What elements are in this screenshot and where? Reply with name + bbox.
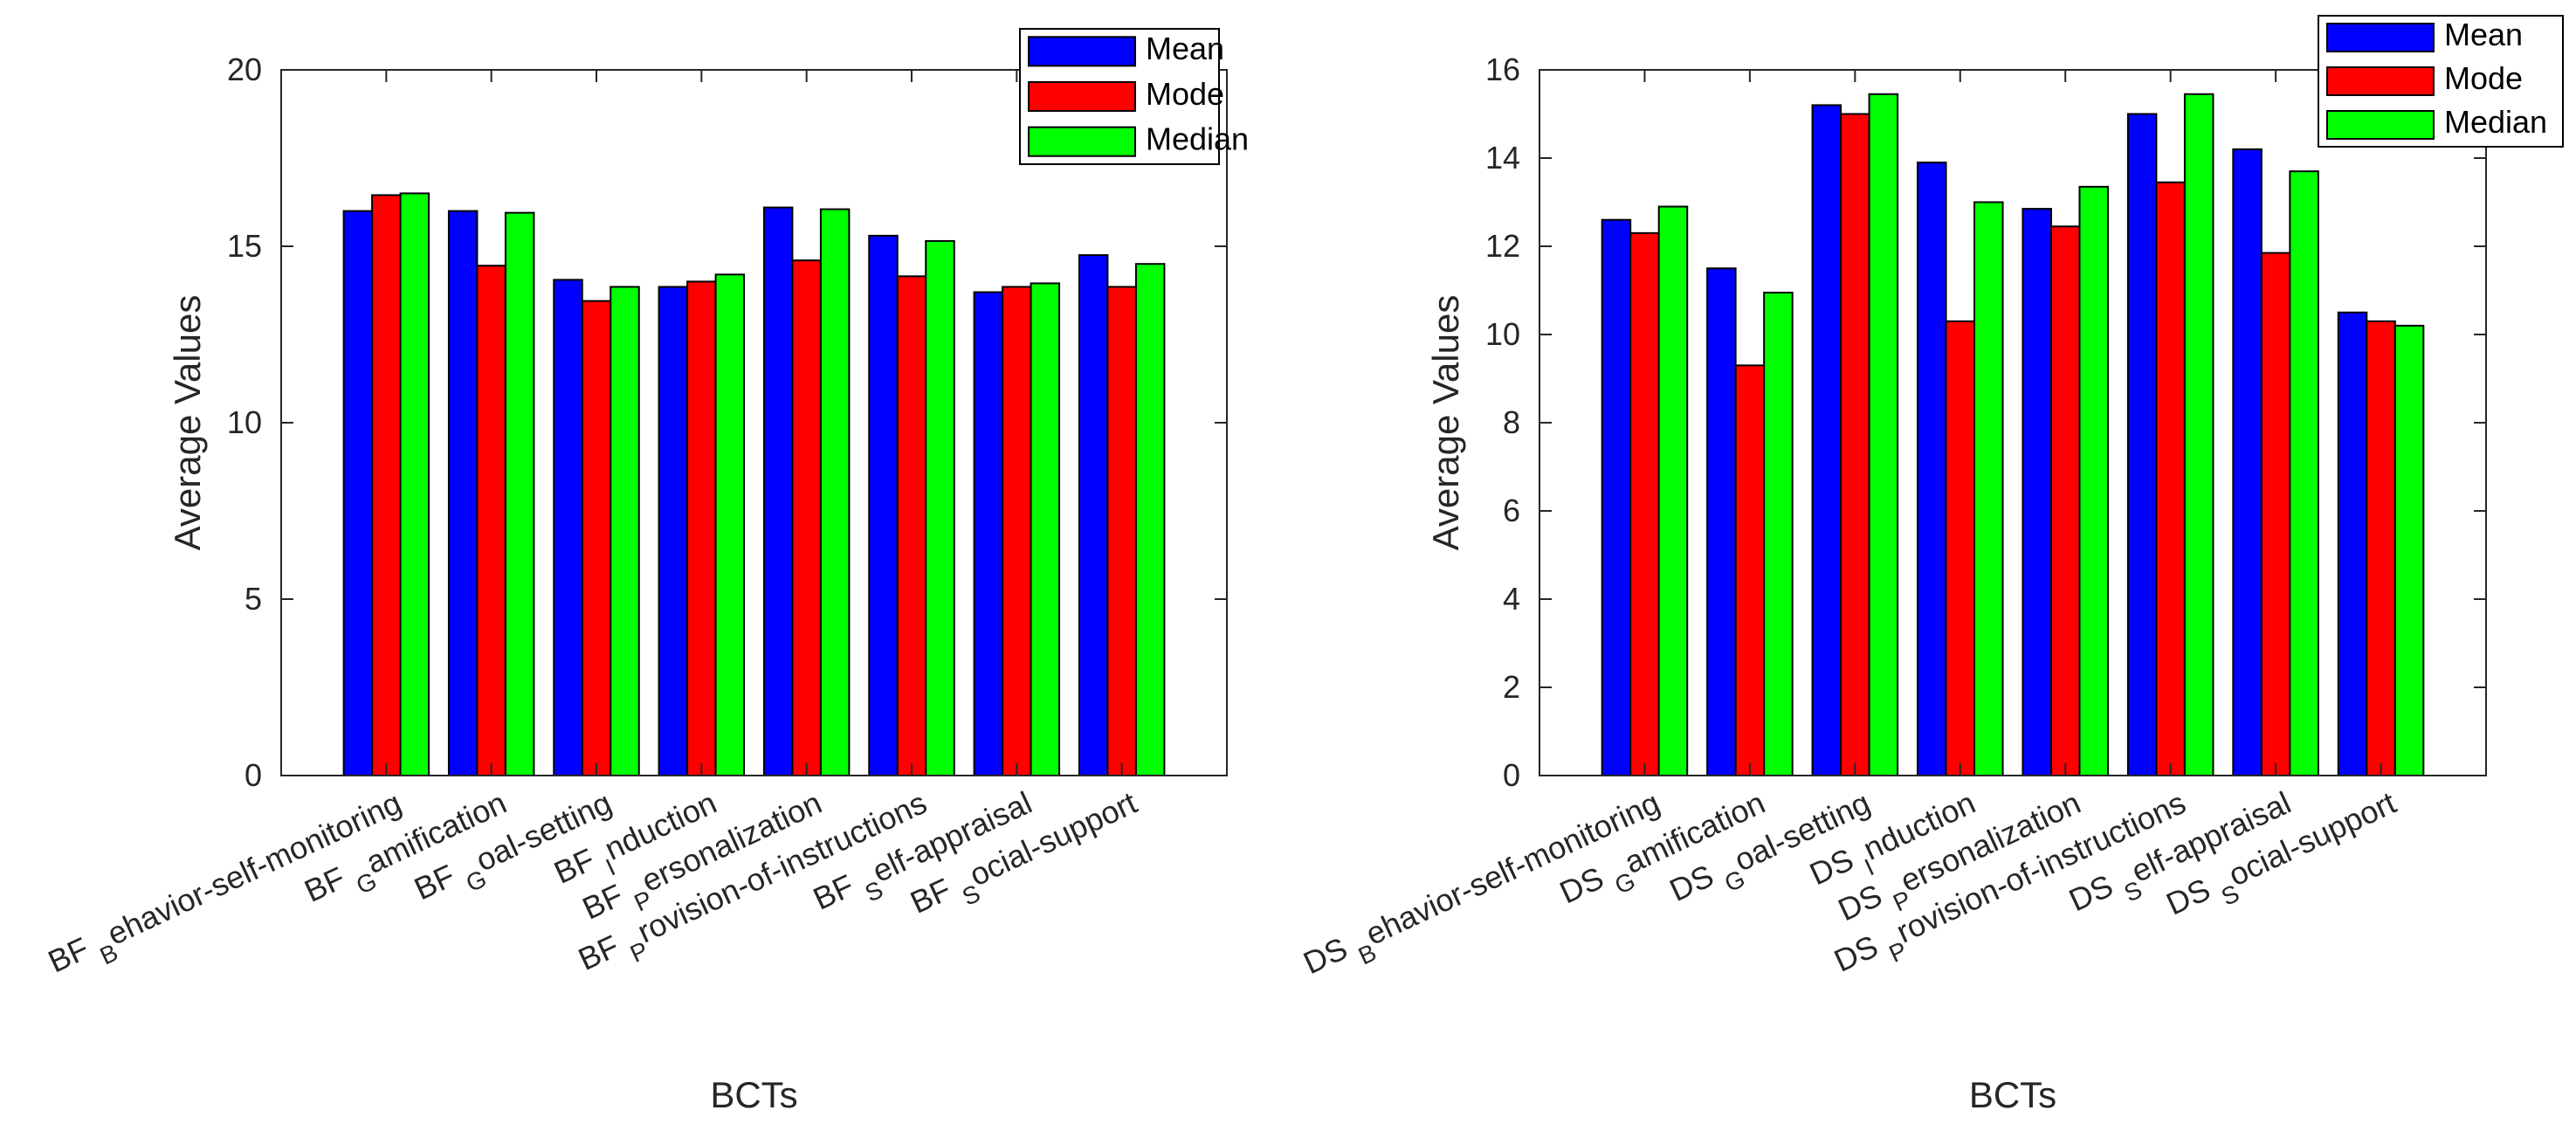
bar-mean-2 bbox=[1706, 267, 1737, 776]
bar-mode-8 bbox=[2366, 320, 2396, 777]
bar-median-2 bbox=[1763, 292, 1794, 776]
legend-swatch-median bbox=[1028, 126, 1136, 157]
bar-median-5 bbox=[2078, 185, 2109, 776]
bar-mode-4 bbox=[686, 280, 717, 776]
legend: Mean Mode Median bbox=[1019, 28, 1249, 165]
bar-median-6 bbox=[925, 239, 955, 776]
y-axis-title: Average Values bbox=[167, 295, 208, 551]
y-tick-label: 10 bbox=[1485, 316, 1520, 352]
legend-swatch-mode bbox=[2326, 66, 2435, 96]
bar-mean-5 bbox=[2022, 208, 2052, 776]
y-tick-label: 2 bbox=[1503, 669, 1520, 705]
y-tick-label: 12 bbox=[1485, 228, 1520, 264]
bar-mode-3 bbox=[1840, 113, 1870, 776]
bar-mode-4 bbox=[1945, 320, 1976, 777]
bar-median-3 bbox=[1868, 93, 1899, 776]
bar-mean-6 bbox=[2126, 113, 2158, 776]
y-tick-label: 8 bbox=[1503, 404, 1520, 440]
y-tick-label: 14 bbox=[1485, 140, 1520, 176]
legend-label-mean: Mean bbox=[2444, 17, 2523, 52]
bar-mode-3 bbox=[581, 300, 612, 776]
legend-label-median: Median bbox=[2444, 104, 2547, 140]
bar-median-7 bbox=[2289, 170, 2319, 776]
plot-area bbox=[281, 70, 1227, 776]
bar-mode-5 bbox=[791, 259, 822, 777]
legend-label-median: Median bbox=[1146, 121, 1249, 156]
bar-mean-8 bbox=[1078, 254, 1109, 777]
bar-mode-7 bbox=[2260, 252, 2291, 776]
bar-mean-7 bbox=[2232, 148, 2263, 776]
bar-median-4 bbox=[1973, 201, 2004, 776]
legend-label-mode: Mode bbox=[1146, 76, 1224, 112]
x-axis-title: BCTs bbox=[1969, 1074, 2056, 1115]
legend-swatch-mean bbox=[1028, 36, 1136, 67]
bar-mode-6 bbox=[896, 275, 927, 776]
bar-mean-7 bbox=[973, 291, 1004, 776]
legend-swatch-mean bbox=[2326, 23, 2435, 52]
bar-median-1 bbox=[1657, 205, 1689, 777]
y-tick-label: 5 bbox=[245, 581, 262, 617]
y-tick-label: 0 bbox=[245, 757, 262, 793]
bar-mean-4 bbox=[1917, 162, 1947, 777]
bar-median-2 bbox=[504, 211, 535, 776]
bar-mode-8 bbox=[1106, 286, 1137, 776]
bar-mean-5 bbox=[762, 206, 794, 776]
legend-swatch-median bbox=[2326, 110, 2435, 140]
y-tick-label: 10 bbox=[227, 404, 262, 440]
legend-label-mode: Mode bbox=[2444, 60, 2523, 96]
bar-mean-2 bbox=[447, 210, 479, 777]
bar-mode-2 bbox=[476, 265, 506, 777]
bar-mode-1 bbox=[371, 194, 402, 777]
bar-mean-1 bbox=[342, 210, 374, 777]
bar-median-3 bbox=[610, 286, 640, 776]
legend-label-mean: Mean bbox=[1146, 31, 1224, 66]
bar-median-4 bbox=[714, 273, 746, 776]
bar-mode-5 bbox=[2049, 225, 2081, 776]
y-tick-label: 15 bbox=[227, 228, 262, 264]
y-tick-label: 6 bbox=[1503, 493, 1520, 528]
bar-median-5 bbox=[819, 208, 851, 776]
legend: Mean Mode Median bbox=[2318, 15, 2564, 148]
y-axis-title: Average Values bbox=[1425, 295, 1466, 551]
bar-mode-7 bbox=[1002, 286, 1032, 776]
bar-mean-4 bbox=[658, 286, 689, 776]
y-tick-label: 0 bbox=[1503, 757, 1520, 793]
bar-mean-3 bbox=[553, 279, 583, 776]
bar-mean-8 bbox=[2337, 311, 2368, 776]
y-tick-label: 20 bbox=[227, 52, 262, 87]
bar-mean-1 bbox=[1601, 218, 1632, 776]
bar-median-6 bbox=[2183, 93, 2214, 776]
bar-mean-6 bbox=[868, 234, 899, 776]
bar-median-8 bbox=[1134, 263, 1166, 776]
y-tick-label: 16 bbox=[1485, 52, 1520, 87]
bar-mode-2 bbox=[1734, 364, 1766, 776]
y-tick-label: 4 bbox=[1503, 581, 1520, 617]
bar-mean-3 bbox=[1811, 104, 1842, 776]
bar-mode-1 bbox=[1629, 231, 1660, 777]
x-axis-title: BCTs bbox=[710, 1074, 797, 1115]
legend-swatch-mode bbox=[1028, 80, 1136, 113]
bar-median-7 bbox=[1030, 282, 1061, 777]
bar-median-8 bbox=[2393, 324, 2425, 776]
plot-area bbox=[1539, 70, 2486, 776]
bar-mode-6 bbox=[2155, 181, 2186, 776]
bar-median-1 bbox=[399, 192, 430, 776]
